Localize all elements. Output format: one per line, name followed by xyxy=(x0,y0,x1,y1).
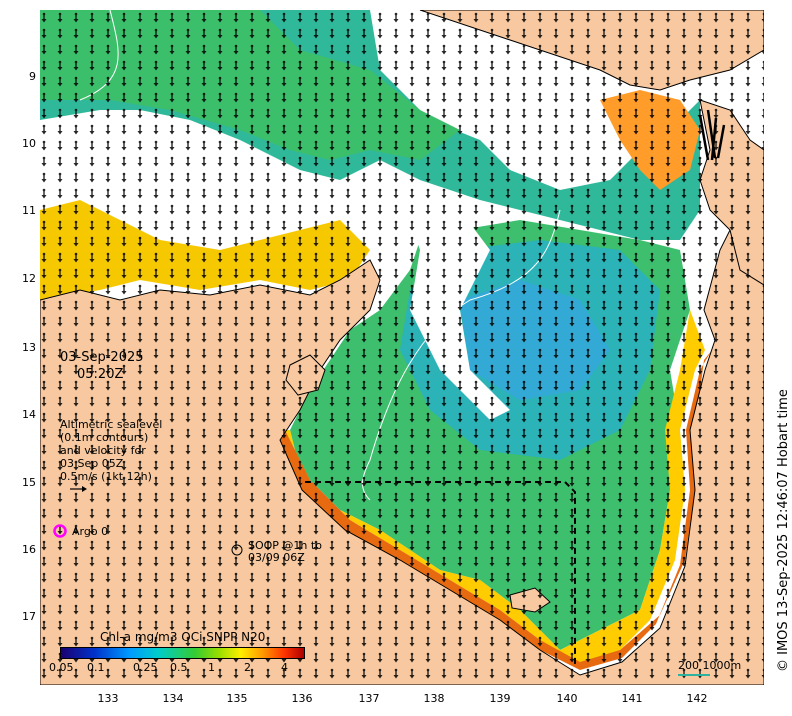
colorbar-tick: 4 xyxy=(281,661,288,674)
credit-text: © IMOS 13-Sep-2025 12:46:07 Hobart time xyxy=(776,389,791,672)
colorbar-title: Chl-a mg/m3 OCi SNPP N20 xyxy=(100,630,266,644)
map-date: 03-Sep-2025 xyxy=(60,350,144,365)
depth-scale-label: 200 1000m xyxy=(678,659,742,672)
altimetry-line: Altimetric sealevel xyxy=(60,418,163,431)
lat-tick: 10 xyxy=(22,137,36,150)
colorbar xyxy=(60,647,305,659)
lon-tick: 140 xyxy=(556,692,578,705)
depth-scale-line xyxy=(678,674,710,676)
argo-label: Argo 0 xyxy=(72,525,109,538)
lon-tick: 134 xyxy=(162,692,184,705)
argo-marker-icon xyxy=(53,524,67,538)
lat-tick: 17 xyxy=(22,610,36,623)
altimetry-line: 0.5m/s (1kt 12h) xyxy=(60,470,152,483)
soop-label-line2: 03/09 06Z xyxy=(248,551,305,564)
lat-tick: 11 xyxy=(22,204,36,217)
colorbar-tick: 0.1 xyxy=(87,661,105,674)
soop-label-line1: SOOP @1h to xyxy=(248,539,322,552)
colorbar-tick: 0.05 xyxy=(49,661,74,674)
lat-tick: 13 xyxy=(22,341,36,354)
colorbar-tick: 2 xyxy=(244,661,251,674)
altimetry-line: (0.1m contours) xyxy=(60,431,149,444)
lon-tick: 139 xyxy=(489,692,511,705)
lon-tick: 136 xyxy=(291,692,313,705)
lat-tick: 16 xyxy=(22,543,36,556)
soop-track xyxy=(305,481,576,665)
chlorophyll-map xyxy=(40,10,764,685)
soop-marker-icon xyxy=(231,544,243,556)
lat-tick: 9 xyxy=(29,70,36,83)
colorbar-tick: 0.25 xyxy=(133,661,158,674)
lon-tick: 141 xyxy=(621,692,643,705)
velocity-scale-arrow-icon xyxy=(70,486,87,492)
strong-current-arrows xyxy=(698,109,726,161)
lon-tick: 135 xyxy=(226,692,248,705)
lon-tick: 133 xyxy=(97,692,119,705)
colorbar-tick: 0.5 xyxy=(170,661,188,674)
altimetry-line: 03 Sep 05Z xyxy=(60,457,124,470)
credit-stamp: © IMOS 13-Sep-2025 12:46:07 Hobart time xyxy=(774,0,792,716)
map-time: 05:20Z xyxy=(77,367,124,382)
altimetry-line: and velocity for xyxy=(60,444,146,457)
lon-tick: 142 xyxy=(686,692,708,705)
lat-tick: 15 xyxy=(22,476,36,489)
velocity-field xyxy=(40,10,764,685)
lat-tick: 14 xyxy=(22,408,36,421)
lat-tick: 12 xyxy=(22,272,36,285)
lon-tick: 138 xyxy=(423,692,445,705)
colorbar-tick: 1 xyxy=(208,661,215,674)
lon-tick: 137 xyxy=(358,692,380,705)
